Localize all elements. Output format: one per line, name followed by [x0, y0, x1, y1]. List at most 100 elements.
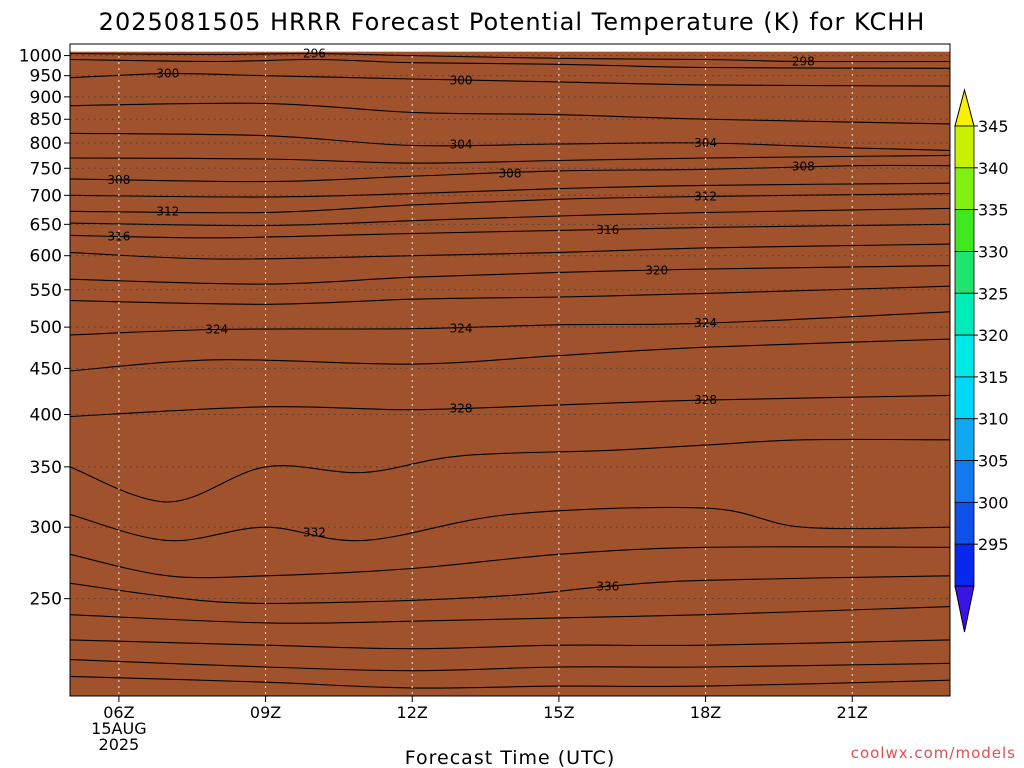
- colorbar-segment-1: [954, 167, 975, 211]
- y-tick-label-800: 800: [30, 134, 62, 154]
- colorbar-label-310: 310: [978, 410, 1009, 429]
- y-tick-label-450: 450: [30, 359, 62, 379]
- x-tick-label-09Z: 09Z: [250, 703, 281, 722]
- colorbar-segment-10: [954, 543, 975, 587]
- contour-322: [70, 285, 950, 305]
- x-tick-label-15Z: 15Z: [543, 703, 574, 722]
- contour-316: [70, 223, 950, 239]
- contour-340: [70, 639, 950, 650]
- colorbar-segment-4: [954, 292, 975, 336]
- contour-label-328: 328: [450, 402, 473, 416]
- ground-fill: [70, 51, 950, 696]
- contour-328: [70, 394, 950, 418]
- contour-314: [70, 207, 950, 227]
- colorbar-label-325: 325: [978, 284, 1009, 303]
- chart-title: 2025081505 HRRR Forecast Potential Tempe…: [99, 8, 926, 36]
- contour-label-328: 328: [694, 393, 717, 407]
- contour-300: [70, 73, 950, 87]
- contour-label-332: 332: [303, 525, 326, 539]
- colorbar-label-330: 330: [978, 242, 1009, 261]
- contour-330: [70, 438, 950, 503]
- colorbar-label-320: 320: [978, 326, 1009, 345]
- contour-label-324: 324: [205, 322, 228, 336]
- y-tick-label-750: 750: [30, 159, 62, 179]
- y-tick-label-300: 300: [30, 518, 62, 538]
- contour-334: [70, 546, 950, 579]
- colorbar-label-340: 340: [978, 159, 1009, 178]
- contour-label-298: 298: [792, 55, 815, 69]
- contour-304: [70, 132, 950, 151]
- contour-336: [70, 575, 950, 605]
- contour-320: [70, 265, 950, 285]
- y-tick-label-250: 250: [30, 590, 62, 610]
- contour-306: [70, 154, 950, 164]
- contour-label-316: 316: [596, 223, 619, 237]
- colorbar-segment-7: [954, 418, 975, 461]
- contour-label-300: 300: [156, 67, 179, 81]
- contour-label-296: 296: [303, 47, 326, 61]
- contour-label-304: 304: [450, 137, 473, 151]
- contour-308: [70, 164, 950, 183]
- contour-310: [70, 182, 950, 198]
- y-tick-label-700: 700: [30, 186, 62, 206]
- contour-338: [70, 606, 950, 624]
- x-tick-label-12Z: 12Z: [397, 703, 428, 722]
- contour-label-324: 324: [694, 316, 717, 330]
- contour-label-304: 304: [694, 136, 717, 150]
- contour-label-308: 308: [792, 160, 815, 174]
- colorbar-top-arrow: [954, 88, 975, 127]
- contour-312: [70, 193, 950, 214]
- y-tick-label-600: 600: [30, 247, 62, 267]
- y-tick-label-950: 950: [30, 67, 62, 87]
- y-tick-label-650: 650: [30, 215, 62, 235]
- contour-label-324: 324: [450, 322, 473, 336]
- y-tick-label-900: 900: [30, 88, 62, 108]
- colorbar-label-315: 315: [978, 368, 1009, 387]
- grid-lines: [70, 44, 950, 696]
- colorbar-label-300: 300: [978, 493, 1009, 512]
- x-tick-label-18Z: 18Z: [690, 703, 721, 722]
- y-tick-label-850: 850: [30, 110, 62, 130]
- y-tick-label-500: 500: [30, 318, 62, 338]
- x-tick-extra-1: 2025: [99, 735, 140, 754]
- colorbar-segment-5: [954, 334, 975, 378]
- colorbar-segment-9: [954, 501, 975, 545]
- contour-label-312: 312: [694, 189, 717, 203]
- plot-frame: [69, 43, 951, 697]
- contour-324: [70, 311, 950, 336]
- y-tick-label-350: 350: [30, 458, 62, 478]
- contour-label-336: 336: [596, 579, 619, 593]
- contour-label-320: 320: [645, 263, 668, 277]
- contour-302: [70, 102, 950, 125]
- x-axis-label: Forecast Time (UTC): [405, 747, 615, 768]
- contour-label-308: 308: [499, 167, 522, 181]
- contour-326: [70, 338, 950, 372]
- y-tick-label-400: 400: [30, 406, 62, 426]
- contour-label-312: 312: [156, 204, 179, 218]
- contour-318: [70, 243, 950, 260]
- plot-area: [70, 51, 950, 696]
- contour-label-300: 300: [450, 74, 473, 88]
- contour-label-308: 308: [107, 173, 130, 187]
- colorbar-bottom-arrow: [954, 585, 975, 633]
- y-tick-label-1000: 1000: [19, 47, 62, 67]
- colorbar-label-305: 305: [978, 452, 1009, 471]
- colorbar-segment-2: [954, 209, 975, 252]
- colorbar-segment-3: [954, 251, 975, 294]
- contour-298: [70, 58, 950, 69]
- credit-text: coolwx.com/models: [851, 744, 1016, 762]
- colorbar-segment-6: [954, 376, 975, 420]
- colorbar-segment-8: [954, 460, 975, 503]
- colorbar-segment-0: [954, 125, 975, 169]
- contour-344: [70, 675, 950, 689]
- axis-ticks: 2503003504004505005506006507007508008509…: [19, 43, 951, 754]
- colorbar-label-295: 295: [978, 535, 1009, 554]
- colorbar: 345 340 335 330 325 320 315 310 305 300 295: [954, 88, 1009, 633]
- contour-296: [70, 53, 950, 63]
- x-tick-extra-0: 15AUG: [91, 719, 146, 738]
- contour-332: [70, 506, 950, 542]
- x-tick-label-06Z: 06Z: [103, 703, 134, 722]
- colorbar-label-335: 335: [978, 201, 1009, 220]
